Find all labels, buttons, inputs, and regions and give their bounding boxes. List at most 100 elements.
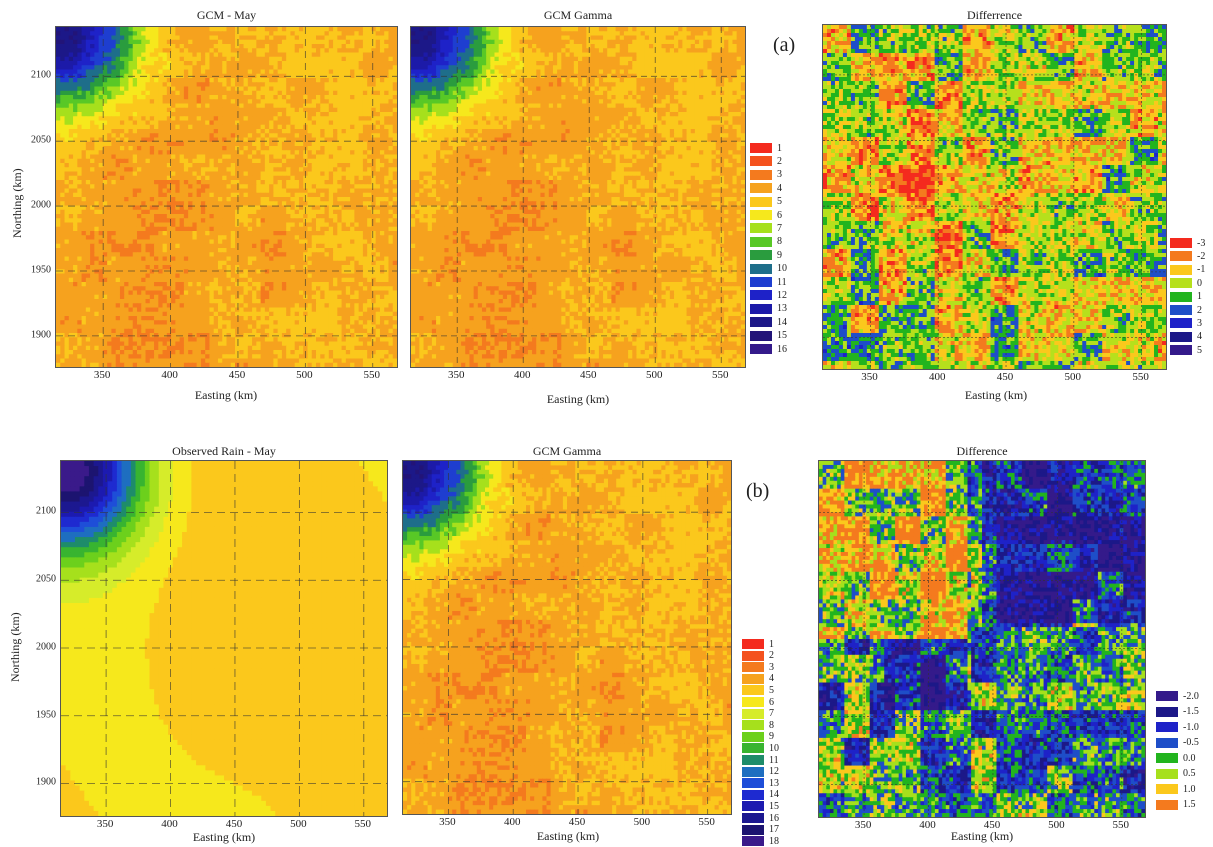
legend-label: 10 [777,263,787,274]
y-tick-label: 1950 [19,264,51,275]
x-tick-label: 400 [504,816,521,828]
x-axis-label-a2: Easting (km) [547,392,609,407]
legend-label: 9 [769,731,774,742]
legend-entry: 11 [750,276,787,288]
heatmap-b1 [60,460,388,817]
x-tick-label: 500 [1048,819,1065,831]
panel-tag-b: (b) [746,480,769,503]
legend-label: 12 [777,290,787,301]
legend-swatch [742,743,764,753]
heatmap-cells [411,27,745,367]
y-tick-label: 2100 [19,70,51,81]
legend-label: 17 [769,824,779,835]
x-tick-label: 400 [514,369,531,381]
legend-swatch [750,250,772,260]
y-tick-label: 2000 [19,200,51,211]
x-tick-label: 400 [161,369,178,381]
legend-entry: 6 [742,696,774,708]
x-tick-label: 350 [97,818,114,830]
legend-label: 8 [769,720,774,731]
legend-entry: 8 [742,719,774,731]
legend-entry: 1 [742,638,774,650]
legend-label: -1.0 [1183,722,1199,733]
legend-label: 2 [1197,305,1202,316]
legend-swatch [1170,305,1192,315]
legend-swatch [1156,707,1178,717]
legend-entry: 5 [1170,344,1202,356]
legend-entry: 1.0 [1156,783,1196,795]
x-axis-label-a1: Easting (km) [195,388,257,403]
legend-label: 1.0 [1183,784,1196,795]
legend-swatch [742,651,764,661]
legend-label: 8 [777,236,782,247]
chart-title-b3: Difference [818,444,1146,459]
x-tick-label: 350 [855,819,872,831]
panel-tag-a: (a) [773,34,795,57]
x-tick-label: 450 [226,818,243,830]
x-tick-label: 350 [861,371,878,383]
legend-swatch [742,790,764,800]
legend-swatch [750,237,772,247]
x-tick-label: 350 [448,369,465,381]
legend-entry: 1 [750,142,782,154]
legend-swatch [750,277,772,287]
y-tick-label: 2050 [24,574,56,585]
legend-swatch [742,639,764,649]
x-tick-label: 500 [1065,371,1082,383]
legend-label: -3 [1197,238,1205,249]
legend-swatch [750,170,772,180]
legend-swatch [742,755,764,765]
legend-entry: 12 [742,766,779,778]
legend-label: 4 [769,673,774,684]
legend-entry: 16 [750,343,787,355]
x-axis-label-b2: Easting (km) [537,829,599,844]
legend-swatch [742,720,764,730]
legend-entry: -3 [1170,237,1205,249]
legend-entry: 0 [1170,277,1202,289]
legend-label: 0.0 [1183,753,1196,764]
legend-entry: 7 [742,708,774,720]
legend-swatch [1170,318,1192,328]
legend-label: 3 [769,662,774,673]
legend-entry: 1.5 [1156,799,1196,811]
legend-swatch [1170,238,1192,248]
legend-label: 11 [777,277,787,288]
legend-swatch [742,732,764,742]
legend-entry: -2.0 [1156,690,1199,702]
legend-swatch [742,662,764,672]
chart-title-a3: Differrence [822,8,1167,23]
legend-entry: 2 [742,650,774,662]
legend-label: 0.5 [1183,768,1196,779]
x-tick-label: 350 [439,816,456,828]
legend-label: 1.5 [1183,799,1196,810]
legend-swatch [750,331,772,341]
legend-label: 1 [1197,291,1202,302]
x-tick-label: 550 [363,369,380,381]
legend-label: 6 [769,697,774,708]
legend-swatch [742,709,764,719]
legend-label: -1.5 [1183,706,1199,717]
legend-swatch [750,344,772,354]
heatmap-cells [823,25,1166,369]
legend-swatch [750,197,772,207]
heatmap-a3 [822,24,1167,370]
legend-swatch [1156,753,1178,763]
legend-swatch [1156,769,1178,779]
legend-label: 4 [777,183,782,194]
chart-title-a2: GCM Gamma [410,8,746,23]
legend-entry: 1 [1170,291,1202,303]
legend-label: 1 [769,639,774,650]
legend-swatch [750,210,772,220]
x-tick-label: 450 [569,816,586,828]
legend-swatch [742,697,764,707]
legend-label: -2 [1197,251,1205,262]
legend-entry: 9 [750,249,782,261]
legend-label: 1 [777,143,782,154]
legend-entry: 10 [750,263,787,275]
legend-swatch [742,813,764,823]
x-axis-label-b1: Easting (km) [193,830,255,845]
x-tick-label: 400 [919,819,936,831]
legend-swatch [750,304,772,314]
x-tick-label: 500 [296,369,313,381]
legend-entry: -2 [1170,250,1205,262]
